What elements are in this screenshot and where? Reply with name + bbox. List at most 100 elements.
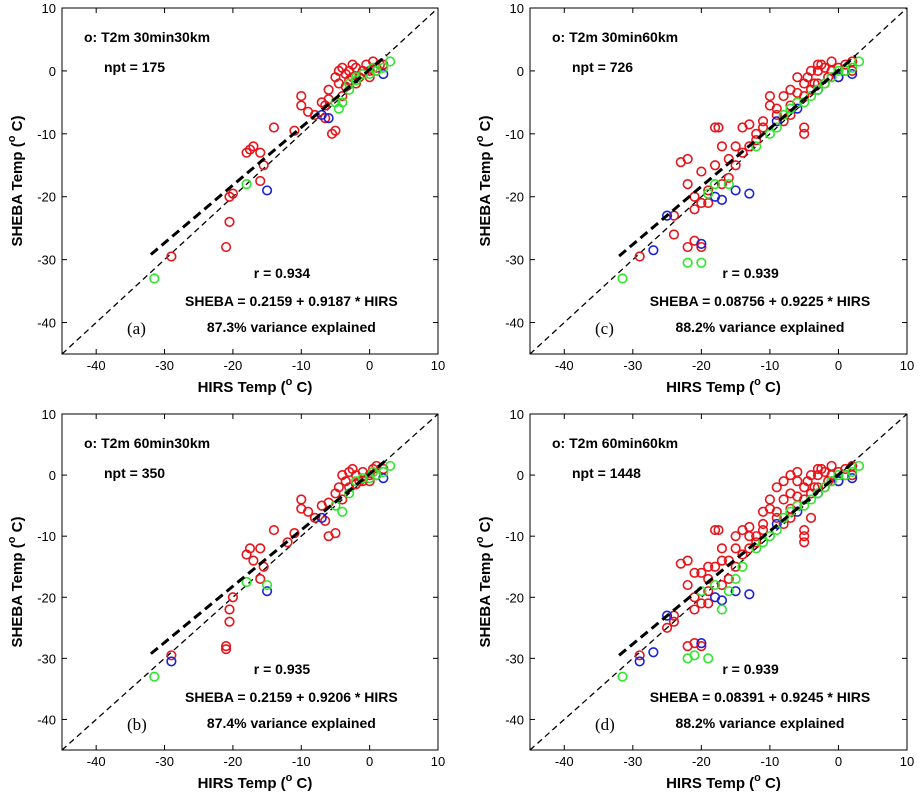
data-point bbox=[771, 512, 782, 523]
data-point bbox=[682, 257, 693, 268]
data-point bbox=[799, 128, 810, 139]
y-tick-label: 0 bbox=[517, 64, 524, 79]
data-point bbox=[737, 549, 748, 560]
data-point bbox=[323, 84, 334, 95]
scatter-panel-1: -40 -30 -20 -10 0 10 10 0 -10 -20 -30 -40 o: T2m 30m… bbox=[6, 1, 445, 396]
y-tick-label: -10 bbox=[37, 529, 56, 544]
data-point bbox=[737, 561, 748, 572]
data-point bbox=[764, 90, 776, 102]
x-axis-label: HIRS Temp (o C) bbox=[666, 376, 781, 396]
x-tick-label: -40 bbox=[555, 754, 574, 769]
y-tick-label: 0 bbox=[49, 468, 56, 483]
data-point bbox=[689, 204, 700, 215]
legend-text: o: T2m 60min60km bbox=[552, 435, 678, 451]
data-point bbox=[255, 147, 266, 158]
data-point bbox=[703, 197, 714, 209]
data-point bbox=[723, 172, 734, 183]
data-point bbox=[255, 573, 266, 585]
x-tick-label: -10 bbox=[292, 754, 311, 769]
data-point bbox=[634, 251, 645, 262]
x-tick-label: 10 bbox=[900, 358, 914, 373]
data-point bbox=[248, 141, 259, 152]
data-point bbox=[367, 466, 379, 478]
data-point bbox=[378, 466, 389, 478]
data-point bbox=[166, 650, 177, 661]
data-point bbox=[709, 160, 721, 171]
data-point bbox=[378, 62, 389, 73]
y-axis-label: SHEBA Temp (o C) bbox=[474, 116, 494, 247]
data-point bbox=[730, 531, 741, 542]
data-point bbox=[337, 506, 348, 517]
data-point bbox=[847, 466, 858, 478]
x-axis-label: HIRS Temp (o C) bbox=[198, 376, 313, 396]
data-point bbox=[323, 112, 334, 124]
data-point bbox=[227, 592, 239, 603]
x-tick-label: -30 bbox=[623, 754, 642, 769]
data-point bbox=[751, 141, 762, 152]
data-point bbox=[819, 482, 830, 493]
x-tick-label: 0 bbox=[835, 358, 842, 373]
x-tick-label: -30 bbox=[155, 358, 174, 373]
data-point bbox=[661, 610, 673, 621]
npt-text: npt = 350 bbox=[104, 465, 165, 481]
data-point bbox=[847, 65, 858, 77]
legend-text: o: T2m 30min60km bbox=[552, 29, 678, 45]
data-point bbox=[696, 641, 707, 652]
data-point bbox=[244, 543, 256, 554]
data-point bbox=[847, 62, 858, 73]
plot-frame bbox=[61, 7, 439, 355]
data-point bbox=[241, 179, 252, 190]
data-point bbox=[771, 116, 782, 127]
data-point bbox=[730, 561, 741, 572]
data-point bbox=[826, 56, 837, 67]
data-point bbox=[757, 506, 769, 517]
equation-text: SHEBA = 0.08391 + 0.9245 * HIRS bbox=[650, 689, 871, 705]
x-tick-label: -30 bbox=[623, 358, 642, 373]
data-point bbox=[744, 543, 755, 554]
panel-label: (a) bbox=[127, 319, 146, 338]
data-point bbox=[703, 188, 714, 199]
data-point bbox=[224, 604, 235, 615]
data-point bbox=[634, 650, 645, 661]
data-point bbox=[149, 671, 160, 682]
y-tick-label: -10 bbox=[505, 127, 524, 142]
y-tick-label: -20 bbox=[505, 590, 524, 605]
npt-text: npt = 1448 bbox=[572, 465, 641, 481]
data-point bbox=[333, 482, 344, 493]
data-point bbox=[303, 506, 314, 517]
data-point bbox=[682, 241, 693, 253]
data-point bbox=[696, 637, 707, 649]
data-point bbox=[744, 589, 755, 600]
regression-line bbox=[618, 459, 857, 657]
data-point bbox=[227, 188, 239, 199]
data-point bbox=[703, 185, 714, 196]
data-point bbox=[248, 555, 259, 566]
y-axis-label: SHEBA Temp (o C) bbox=[6, 116, 26, 247]
data-point bbox=[751, 537, 762, 548]
data-point bbox=[764, 494, 776, 505]
variance-text: 87.4% variance explained bbox=[207, 715, 376, 731]
equation-text: SHEBA = 0.2159 + 0.9206 * HIRS bbox=[185, 689, 398, 705]
data-point bbox=[385, 460, 396, 472]
data-point bbox=[713, 122, 724, 133]
data-point bbox=[799, 524, 810, 536]
x-tick-label: 0 bbox=[366, 358, 373, 373]
plot-frame bbox=[529, 413, 908, 751]
data-point bbox=[696, 257, 707, 268]
data-point bbox=[723, 573, 734, 585]
data-point bbox=[771, 103, 782, 114]
data-point bbox=[771, 506, 782, 517]
data-point bbox=[751, 531, 762, 542]
y-tick-label: -20 bbox=[505, 190, 524, 205]
data-point bbox=[220, 641, 232, 652]
data-point bbox=[847, 469, 858, 481]
data-point bbox=[744, 531, 755, 542]
y-tick-label: 10 bbox=[510, 1, 524, 16]
scatter-panel-3: -40 -30 -20 -10 0 10 10 0 -10 -20 -30 -40 o: T2m 60m… bbox=[6, 407, 445, 792]
x-tick-label: -20 bbox=[224, 754, 243, 769]
data-point bbox=[778, 476, 789, 487]
data-point bbox=[385, 56, 396, 67]
data-point bbox=[792, 466, 803, 478]
x-tick-label: -10 bbox=[761, 754, 780, 769]
data-point bbox=[799, 122, 810, 133]
